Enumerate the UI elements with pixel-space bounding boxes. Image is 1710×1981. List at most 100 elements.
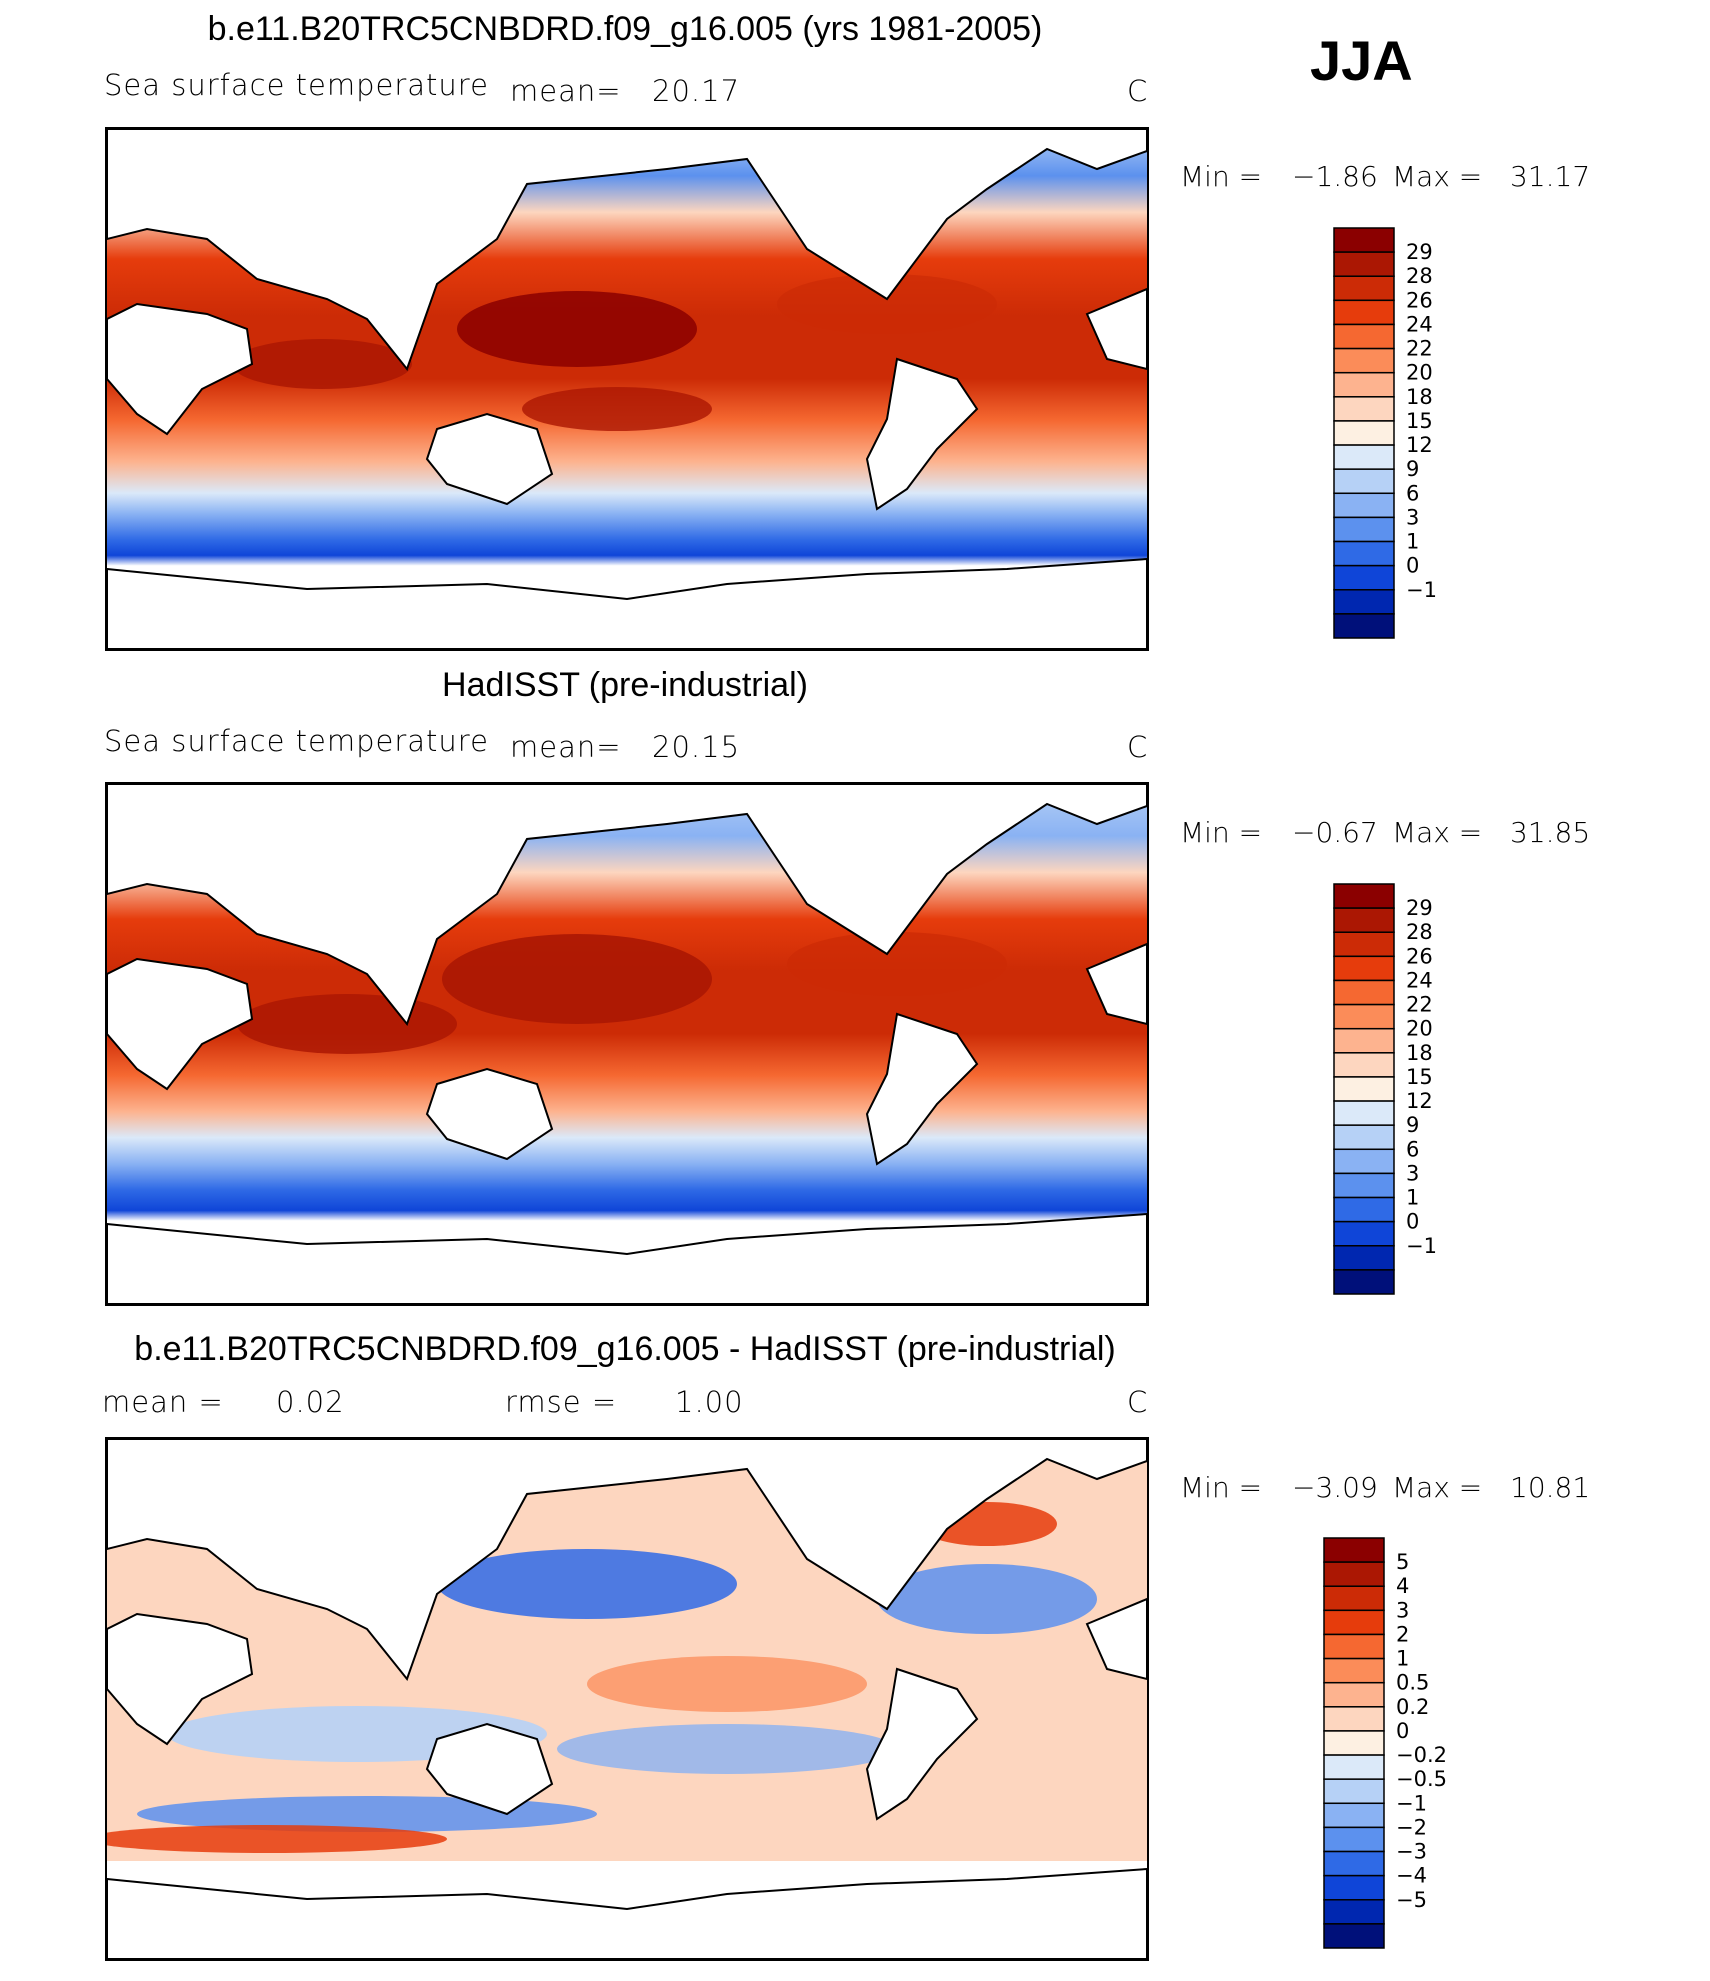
colorbar-swatch xyxy=(1333,1027,1395,1054)
colorbar-swatch xyxy=(1333,907,1395,933)
colorbar-tick-label: 9 xyxy=(1406,457,1419,481)
colorbar-swatch xyxy=(1333,516,1395,543)
colorbar-swatch xyxy=(1333,299,1395,326)
colorbar-swatch xyxy=(1333,444,1395,470)
panel-1-land xyxy=(107,129,1147,649)
colorbar-tick-label: 12 xyxy=(1406,433,1433,457)
panel-3-map xyxy=(105,1437,1149,1961)
colorbar-swatch xyxy=(1333,613,1395,639)
panel-1-warm-pool xyxy=(457,291,697,367)
colorbar-tick-label: 9 xyxy=(1406,1113,1419,1137)
colorbar-swatch xyxy=(1323,1899,1385,1925)
colorbar-tick-label: 0.5 xyxy=(1396,1671,1429,1695)
panel-2-max-value: 31.85 xyxy=(1510,816,1591,849)
colorbar-tick-label: −2 xyxy=(1396,1815,1427,1839)
colorbar-swatch xyxy=(1323,1657,1385,1684)
colorbar-swatch xyxy=(1333,1220,1395,1247)
panel-3-mean-label: mean = xyxy=(102,1385,224,1419)
colorbar-swatch xyxy=(1333,1196,1395,1223)
colorbar-tick-label: −1 xyxy=(1396,1791,1427,1815)
colorbar-tick-label: 2 xyxy=(1396,1622,1409,1646)
colorbar-swatch xyxy=(1323,1609,1385,1636)
panel-2-mean-label: mean= xyxy=(510,730,622,764)
panel-2-min-label: Min = xyxy=(1180,816,1263,849)
colorbar-swatch xyxy=(1333,540,1395,567)
colorbar-tick-label: 24 xyxy=(1406,312,1433,336)
colorbar-tick-label: 0.2 xyxy=(1396,1695,1429,1719)
colorbar-swatch xyxy=(1333,1052,1395,1078)
panel-1-max-label: Max = xyxy=(1392,160,1483,193)
colorbar-tick-label: 22 xyxy=(1406,993,1433,1017)
panel-3-southern-ocean-warm xyxy=(107,1825,447,1853)
panel-1-colorbar: 29 28 26 24 22 20 18 15 12 9 6 3 1 0 −1 xyxy=(1330,226,1470,642)
panel-2-colorbar: 29 28 26 24 22 20 18 15 12 9 6 3 1 0 −1 xyxy=(1330,882,1470,1298)
panel-2-field-label: Sea surface temperature xyxy=(104,724,489,758)
colorbar-tick-label: 29 xyxy=(1406,896,1433,920)
colorbar-swatch xyxy=(1333,227,1395,253)
panel-2-units: C xyxy=(1127,730,1149,764)
colorbar-swatch xyxy=(1333,323,1395,350)
panel-3-north-atlantic-cold xyxy=(877,1564,1097,1634)
colorbar-tick-label: −0.5 xyxy=(1396,1767,1447,1791)
panel-2-max-label: Max = xyxy=(1392,816,1483,849)
colorbar-swatch xyxy=(1333,1124,1395,1151)
panel-3-rmse-value: 1.00 xyxy=(675,1385,744,1419)
panel-2-map-svg xyxy=(107,784,1147,1304)
panel-2-caribbean-warm xyxy=(787,932,1007,996)
colorbar-swatch xyxy=(1323,1802,1385,1829)
colorbar-swatch xyxy=(1323,1754,1385,1780)
panel-1-mean-value: 20.17 xyxy=(652,74,741,108)
season-label: JJA xyxy=(1310,29,1413,92)
panel-1-max-value: 31.17 xyxy=(1510,160,1591,193)
panel-1-map xyxy=(105,127,1149,651)
colorbar-swatch xyxy=(1333,1076,1395,1102)
colorbar-tick-label: 0 xyxy=(1406,1210,1419,1234)
colorbar-swatch xyxy=(1333,979,1395,1006)
colorbar-tick-label: 24 xyxy=(1406,968,1433,992)
colorbar-swatch xyxy=(1323,1778,1385,1805)
colorbar-swatch xyxy=(1323,1874,1385,1901)
colorbar-swatch xyxy=(1333,1245,1395,1271)
panel-3-rmse-label: rmse = xyxy=(505,1385,618,1419)
colorbar-swatch xyxy=(1333,955,1395,982)
colorbar-swatch xyxy=(1323,1681,1385,1708)
panel-3-max-value: 10.81 xyxy=(1510,1471,1591,1504)
colorbar-tick-label: 1 xyxy=(1396,1647,1409,1671)
panel-1-title: b.e11.B20TRC5CNBDRD.f09_g16.005 (yrs 198… xyxy=(207,10,1043,48)
panel-3-min-value: −3.09 xyxy=(1292,1471,1378,1504)
colorbar-tick-label: 3 xyxy=(1396,1598,1409,1622)
colorbar-swatch xyxy=(1333,589,1395,615)
colorbar-tick-label: 15 xyxy=(1406,409,1433,433)
colorbar-swatch xyxy=(1323,1561,1385,1587)
colorbar-tick-label: 6 xyxy=(1406,481,1419,505)
panel-3-mean-value: 0.02 xyxy=(276,1385,345,1419)
colorbar-tick-label: −1 xyxy=(1406,578,1437,602)
colorbar-swatch xyxy=(1333,1003,1395,1030)
colorbar-tick-label: 0 xyxy=(1406,554,1419,578)
colorbar-tick-label: 1 xyxy=(1406,1186,1419,1210)
colorbar-tick-label: 26 xyxy=(1406,944,1433,968)
colorbar-swatch xyxy=(1323,1706,1385,1732)
colorbar-tick-label: 18 xyxy=(1406,385,1433,409)
panel-1-mean-label: mean= xyxy=(510,74,622,108)
colorbar-swatch xyxy=(1333,1148,1395,1175)
colorbar-tick-label: 29 xyxy=(1406,240,1433,264)
colorbar-tick-label: 12 xyxy=(1406,1089,1433,1113)
panel-3-min-label: Min = xyxy=(1180,1471,1263,1504)
colorbar-tick-label: −3 xyxy=(1396,1840,1427,1864)
panel-1-units: C xyxy=(1127,74,1149,108)
colorbar-swatch xyxy=(1333,492,1395,519)
colorbar-tick-label: 0 xyxy=(1396,1719,1409,1743)
colorbar-tick-label: 3 xyxy=(1406,1161,1419,1185)
panel-1-caribbean-warm xyxy=(777,274,997,334)
panel-1-field-label: Sea surface temperature xyxy=(104,68,489,102)
panel-3-south-pacific-cool xyxy=(557,1724,897,1774)
colorbar-tick-label: 20 xyxy=(1406,361,1433,385)
colorbar-swatch xyxy=(1333,347,1395,374)
colorbar-tick-label: −1 xyxy=(1406,1234,1437,1258)
colorbar-swatch xyxy=(1333,1100,1395,1126)
colorbar-swatch xyxy=(1333,275,1395,302)
colorbar-tick-label: 18 xyxy=(1406,1041,1433,1065)
